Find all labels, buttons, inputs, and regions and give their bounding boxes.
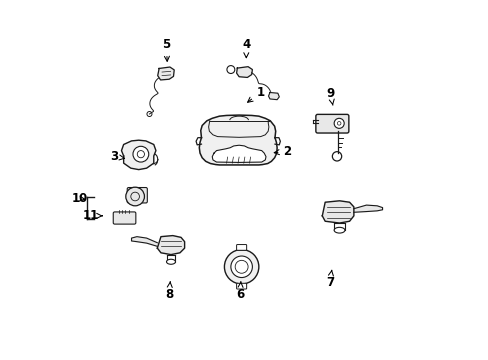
FancyBboxPatch shape — [236, 283, 246, 289]
Text: 3: 3 — [110, 150, 124, 163]
Polygon shape — [268, 93, 279, 100]
Text: 10: 10 — [72, 192, 88, 205]
FancyBboxPatch shape — [113, 212, 136, 224]
Circle shape — [333, 118, 344, 129]
Polygon shape — [199, 138, 277, 165]
Polygon shape — [322, 201, 353, 223]
FancyBboxPatch shape — [127, 188, 147, 203]
Polygon shape — [201, 115, 275, 138]
Text: 6: 6 — [236, 282, 244, 301]
Text: 1: 1 — [247, 86, 264, 102]
Text: 4: 4 — [242, 38, 250, 58]
Circle shape — [224, 249, 258, 284]
Ellipse shape — [166, 259, 175, 264]
FancyBboxPatch shape — [315, 114, 348, 133]
Polygon shape — [158, 67, 174, 80]
Polygon shape — [157, 235, 184, 255]
Circle shape — [230, 256, 252, 278]
Polygon shape — [353, 205, 382, 212]
Polygon shape — [121, 140, 156, 170]
Text: 8: 8 — [165, 282, 173, 301]
FancyBboxPatch shape — [236, 244, 246, 250]
Text: 11: 11 — [83, 210, 102, 222]
Polygon shape — [131, 237, 157, 246]
Circle shape — [133, 146, 148, 162]
Polygon shape — [212, 145, 265, 162]
Ellipse shape — [333, 227, 344, 233]
Text: 5: 5 — [162, 38, 170, 61]
Text: 7: 7 — [325, 270, 333, 289]
Polygon shape — [236, 67, 252, 77]
Text: 9: 9 — [326, 87, 334, 105]
Text: 2: 2 — [274, 145, 291, 158]
Circle shape — [125, 187, 144, 206]
